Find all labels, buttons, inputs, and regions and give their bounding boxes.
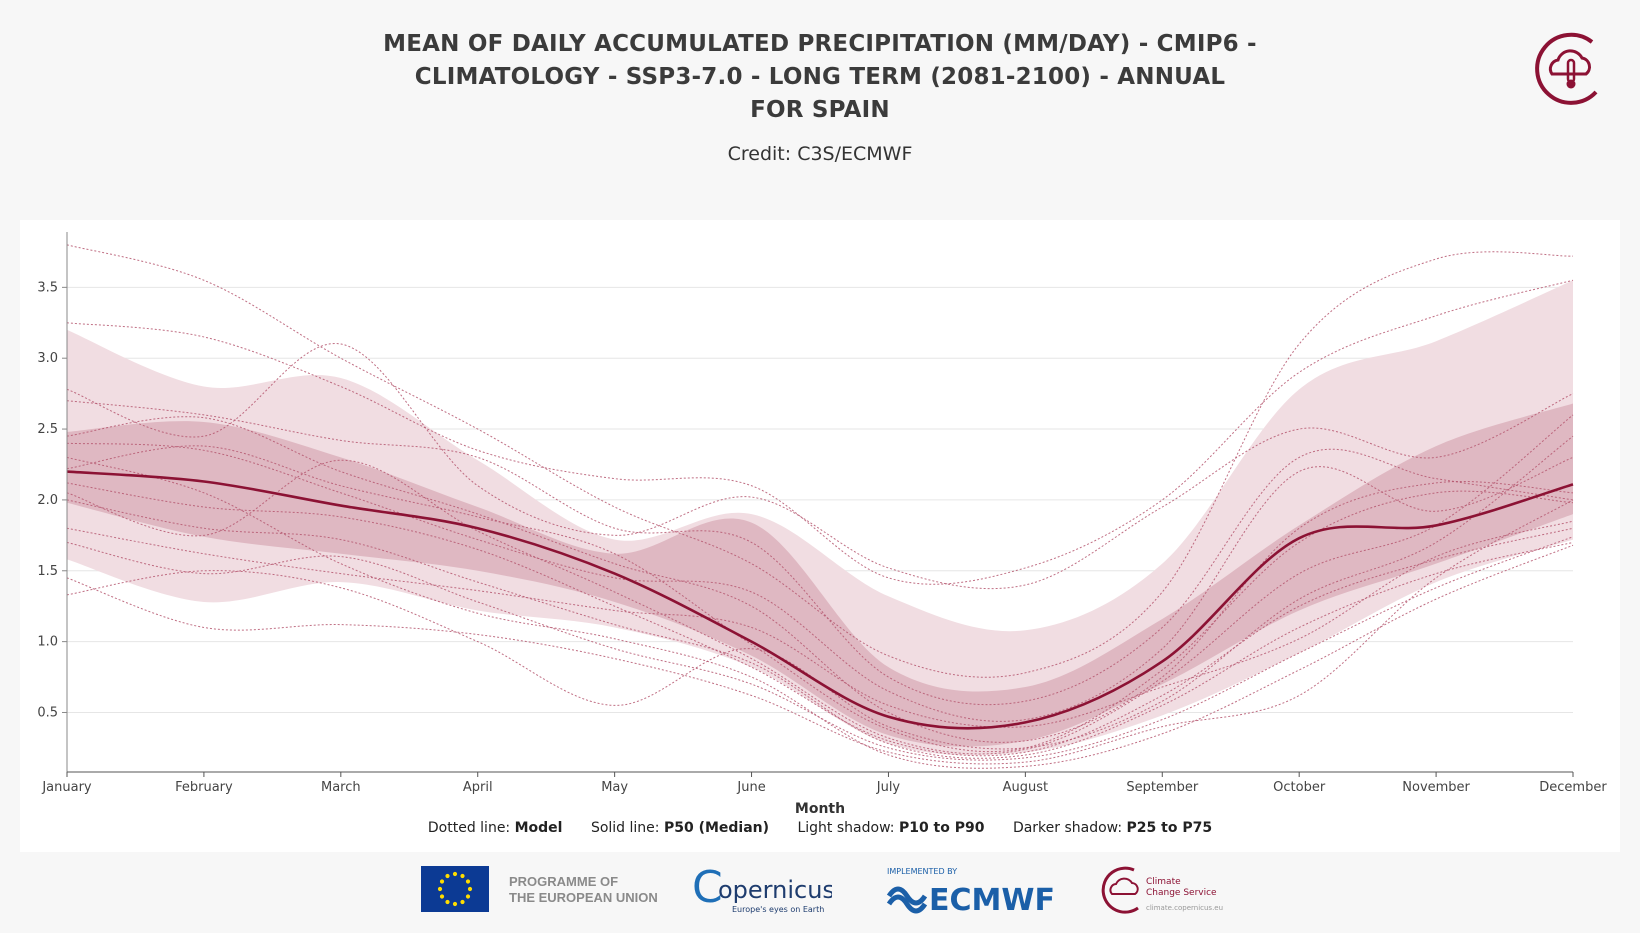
chart-panel: 0.5 1.0 1.5 2.0 2.5 3.0 3.5 January February Marc… [20, 220, 1620, 852]
model-line-model-5 [66, 416, 1574, 743]
c3s-url: climate.copernicus.eu [1146, 904, 1223, 912]
eu-line-1: PROGRAMME OF [509, 874, 619, 889]
model-line-model-1 [66, 244, 1574, 678]
model-line-model-2 [66, 279, 1574, 585]
x-axis-label: Month [795, 801, 845, 817]
model-line-model-3 [66, 343, 1574, 590]
legend-dark-label: Darker shadow: [1012, 820, 1123, 836]
model-line-model-12 [66, 435, 1574, 750]
title-line-1: MEAN OF DAILY ACCUMULATED PRECIPITATION … [383, 31, 1257, 57]
title-line-2: CLIMATOLOGY - SSP3-7.0 - LONG TERM (2081… [414, 64, 1226, 90]
ecmwf-logo-icon: IMPLEMENTED BY ECMWF [886, 867, 1055, 916]
y-tick-label: 3.0 [37, 351, 58, 366]
x-tick-label: October [1273, 780, 1326, 795]
y-tick-label: 3.5 [37, 280, 58, 295]
c3s-footer-logo-icon: Climate Change Service climate.copernicu… [1101, 866, 1223, 914]
legend-median: Solid line: P50 (Median) [591, 820, 769, 836]
legend-dark-band: Darker shadow: P25 to P75 [1013, 820, 1212, 836]
model-line-model-10 [66, 536, 1574, 761]
legend-dark-value: P25 to P75 [1126, 820, 1213, 836]
ecmwf-implemented: IMPLEMENTED BY [887, 867, 957, 876]
model-line-model-15 [66, 456, 1574, 769]
y-tick-label: 1.5 [37, 564, 58, 579]
copernicus-tagline: Europe's eyes on Earth [732, 905, 824, 914]
precipitation-chart: 0.5 1.0 1.5 2.0 2.5 3.0 3.5 January February Marc… [37, 232, 1607, 817]
copernicus-c: C [692, 864, 723, 913]
x-tick-label: August [1003, 780, 1049, 795]
ecmwf-word: ECMWF [929, 883, 1055, 916]
x-tick-label: July [876, 780, 901, 795]
eu-flag-icon [421, 866, 489, 912]
x-tick-label: September [1126, 780, 1199, 795]
x-tick-label: May [601, 780, 628, 795]
band-p25-p75 [67, 403, 1573, 747]
x-tick-label: June [736, 780, 765, 795]
y-tick-label: 2.5 [37, 422, 58, 437]
credit-text: Credit: C3S/ECMWF [727, 143, 913, 165]
legend-light-band: Light shadow: P10 to P90 [797, 820, 984, 836]
legend-light-value: P10 to P90 [898, 820, 985, 836]
model-line-model-8 [66, 499, 1574, 759]
model-line-model-11 [66, 499, 1574, 765]
model-line-model-7 [66, 482, 1574, 757]
x-tick-label: December [1539, 780, 1607, 795]
copernicus-logo-icon: C opernicus Europe's eyes on Earth [692, 864, 832, 914]
title-line-3: FOR SPAIN [750, 97, 890, 123]
x-tick-label: November [1402, 780, 1470, 795]
footer-logos: PROGRAMME OF THE EUROPEAN UNION C operni… [0, 862, 1640, 922]
eu-line-2: THE EUROPEAN UNION [509, 890, 658, 905]
copernicus-word: opernicus [718, 876, 832, 904]
chart-title: MEAN OF DAILY ACCUMULATED PRECIPITATION … [0, 28, 1640, 127]
model-line-model-14 [66, 414, 1574, 755]
x-tick-label: February [175, 780, 233, 795]
legend-median-label: Solid line: [590, 820, 660, 836]
legend-model: Dotted line: Model [428, 820, 563, 836]
c3s-line-2: Change Service [1146, 888, 1217, 898]
c3s-logo-icon [1535, 32, 1598, 105]
legend-model-value: Model [514, 820, 563, 836]
y-tick-label: 1.0 [37, 635, 58, 650]
eu-programme-text: PROGRAMME OF THE EUROPEAN UNION [509, 874, 658, 906]
chart-legend: Dotted line: Model Solid line: P50 (Medi… [20, 820, 1620, 836]
x-tick-label: March [321, 780, 361, 795]
c3s-line-1: Climate [1146, 877, 1181, 887]
legend-median-value: P50 (Median) [663, 820, 770, 836]
x-tick-label: April [463, 780, 493, 795]
model-line-model-13 [66, 442, 1574, 722]
median-line [66, 470, 1574, 730]
model-line-model-6 [66, 445, 1574, 753]
model-line-model-9 [66, 520, 1574, 728]
x-tick-label: January [41, 780, 92, 795]
legend-model-label: Dotted line: [427, 820, 511, 836]
y-tick-label: 2.0 [37, 493, 58, 508]
model-line-model-4 [66, 400, 1574, 706]
legend-light-label: Light shadow: [797, 820, 895, 836]
y-tick-label: 0.5 [37, 705, 58, 720]
